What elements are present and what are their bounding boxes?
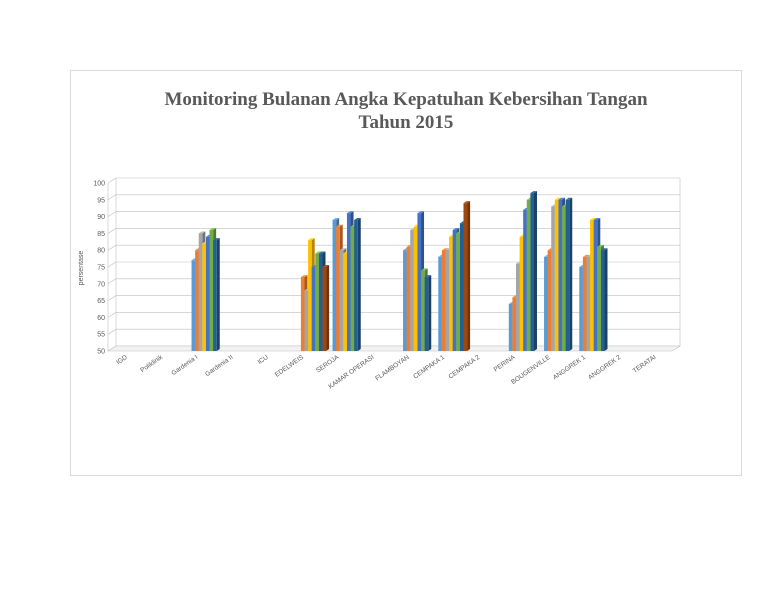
gridline-side-5	[107, 261, 117, 268]
x-tick-label-teratai: TERATAI	[632, 354, 658, 375]
y-tick-label-6: 80	[97, 248, 105, 255]
y-tick-label-4: 70	[97, 281, 105, 288]
chart-title-line-2: Tahun 2015	[358, 112, 454, 133]
floor	[106, 345, 682, 352]
chart-title: Monitoring Bulanan Angka Kepatuhan Keber…	[70, 88, 742, 134]
y-axis-label: persentase	[78, 251, 85, 286]
y-tick-label-5: 75	[97, 265, 105, 272]
gridline-side-8	[107, 211, 117, 217]
x-tick-label-bougenville: BOUGENVILLE	[510, 354, 552, 386]
gridline-side-6	[107, 244, 117, 251]
gridline-side-3	[107, 295, 117, 301]
x-tick-label-icu: ICU	[257, 354, 270, 366]
bar-flamboyan-s7	[424, 275, 432, 351]
x-tick-label-gardenia-i: Gardenia I	[170, 354, 199, 377]
y-tick-label-2: 60	[97, 315, 105, 322]
x-tick-label-flamboyan: FLAMBOYAN	[374, 354, 411, 383]
bar-perina-s7	[530, 191, 537, 351]
gridline-side-1	[107, 328, 117, 335]
y-tick-label-8: 90	[97, 214, 105, 221]
bar-bougenville-s7	[565, 197, 573, 351]
x-tick-label-gardenia-ii: Gardenia II	[204, 354, 235, 378]
y-tick-label-3: 65	[97, 298, 105, 305]
x-tick-label-anggrek-1: ANGGREK 1	[552, 354, 587, 382]
y-tick-label-9: 95	[97, 197, 105, 204]
y-tick-label-1: 55	[97, 332, 105, 339]
x-tick-label-igd: IGD	[115, 354, 129, 367]
x-tick-label-perina: PERINA	[493, 354, 517, 374]
gridline-side-2	[107, 312, 117, 318]
bar-edelweis-s8	[322, 265, 330, 351]
gridline-side-9	[107, 194, 117, 201]
x-tick-label-edelweis: EDELWEIS	[274, 354, 306, 379]
x-tick-label-cempaka-1: CEMPAKA 1	[412, 354, 446, 381]
chart-title-line-1: Monitoring Bulanan Angka Kepatuhan Keber…	[164, 89, 648, 110]
y-tick-label-10: 100	[93, 181, 105, 188]
x-tick-label-poliklinik: Poliklinik	[139, 353, 164, 374]
x-tick-label-seroja: SEROJA	[315, 354, 341, 375]
y-tick-label-7: 85	[97, 231, 105, 238]
gridline-side-4	[107, 278, 117, 285]
x-tick-label-anggrek-2: ANGGREK 2	[587, 354, 622, 382]
x-tick-label-cempaka-2: CEMPAKA 2	[447, 354, 481, 381]
bar-cempaka-1-s8	[463, 201, 471, 351]
bar-seroja-s7	[354, 217, 361, 351]
gridline-side-7	[107, 228, 117, 234]
gridline-side-10	[107, 177, 117, 184]
y-tick-label-0: 50	[97, 349, 105, 356]
bar-gardenia-i-s7	[213, 238, 220, 351]
bar-anggrek-1-s7	[600, 248, 608, 351]
